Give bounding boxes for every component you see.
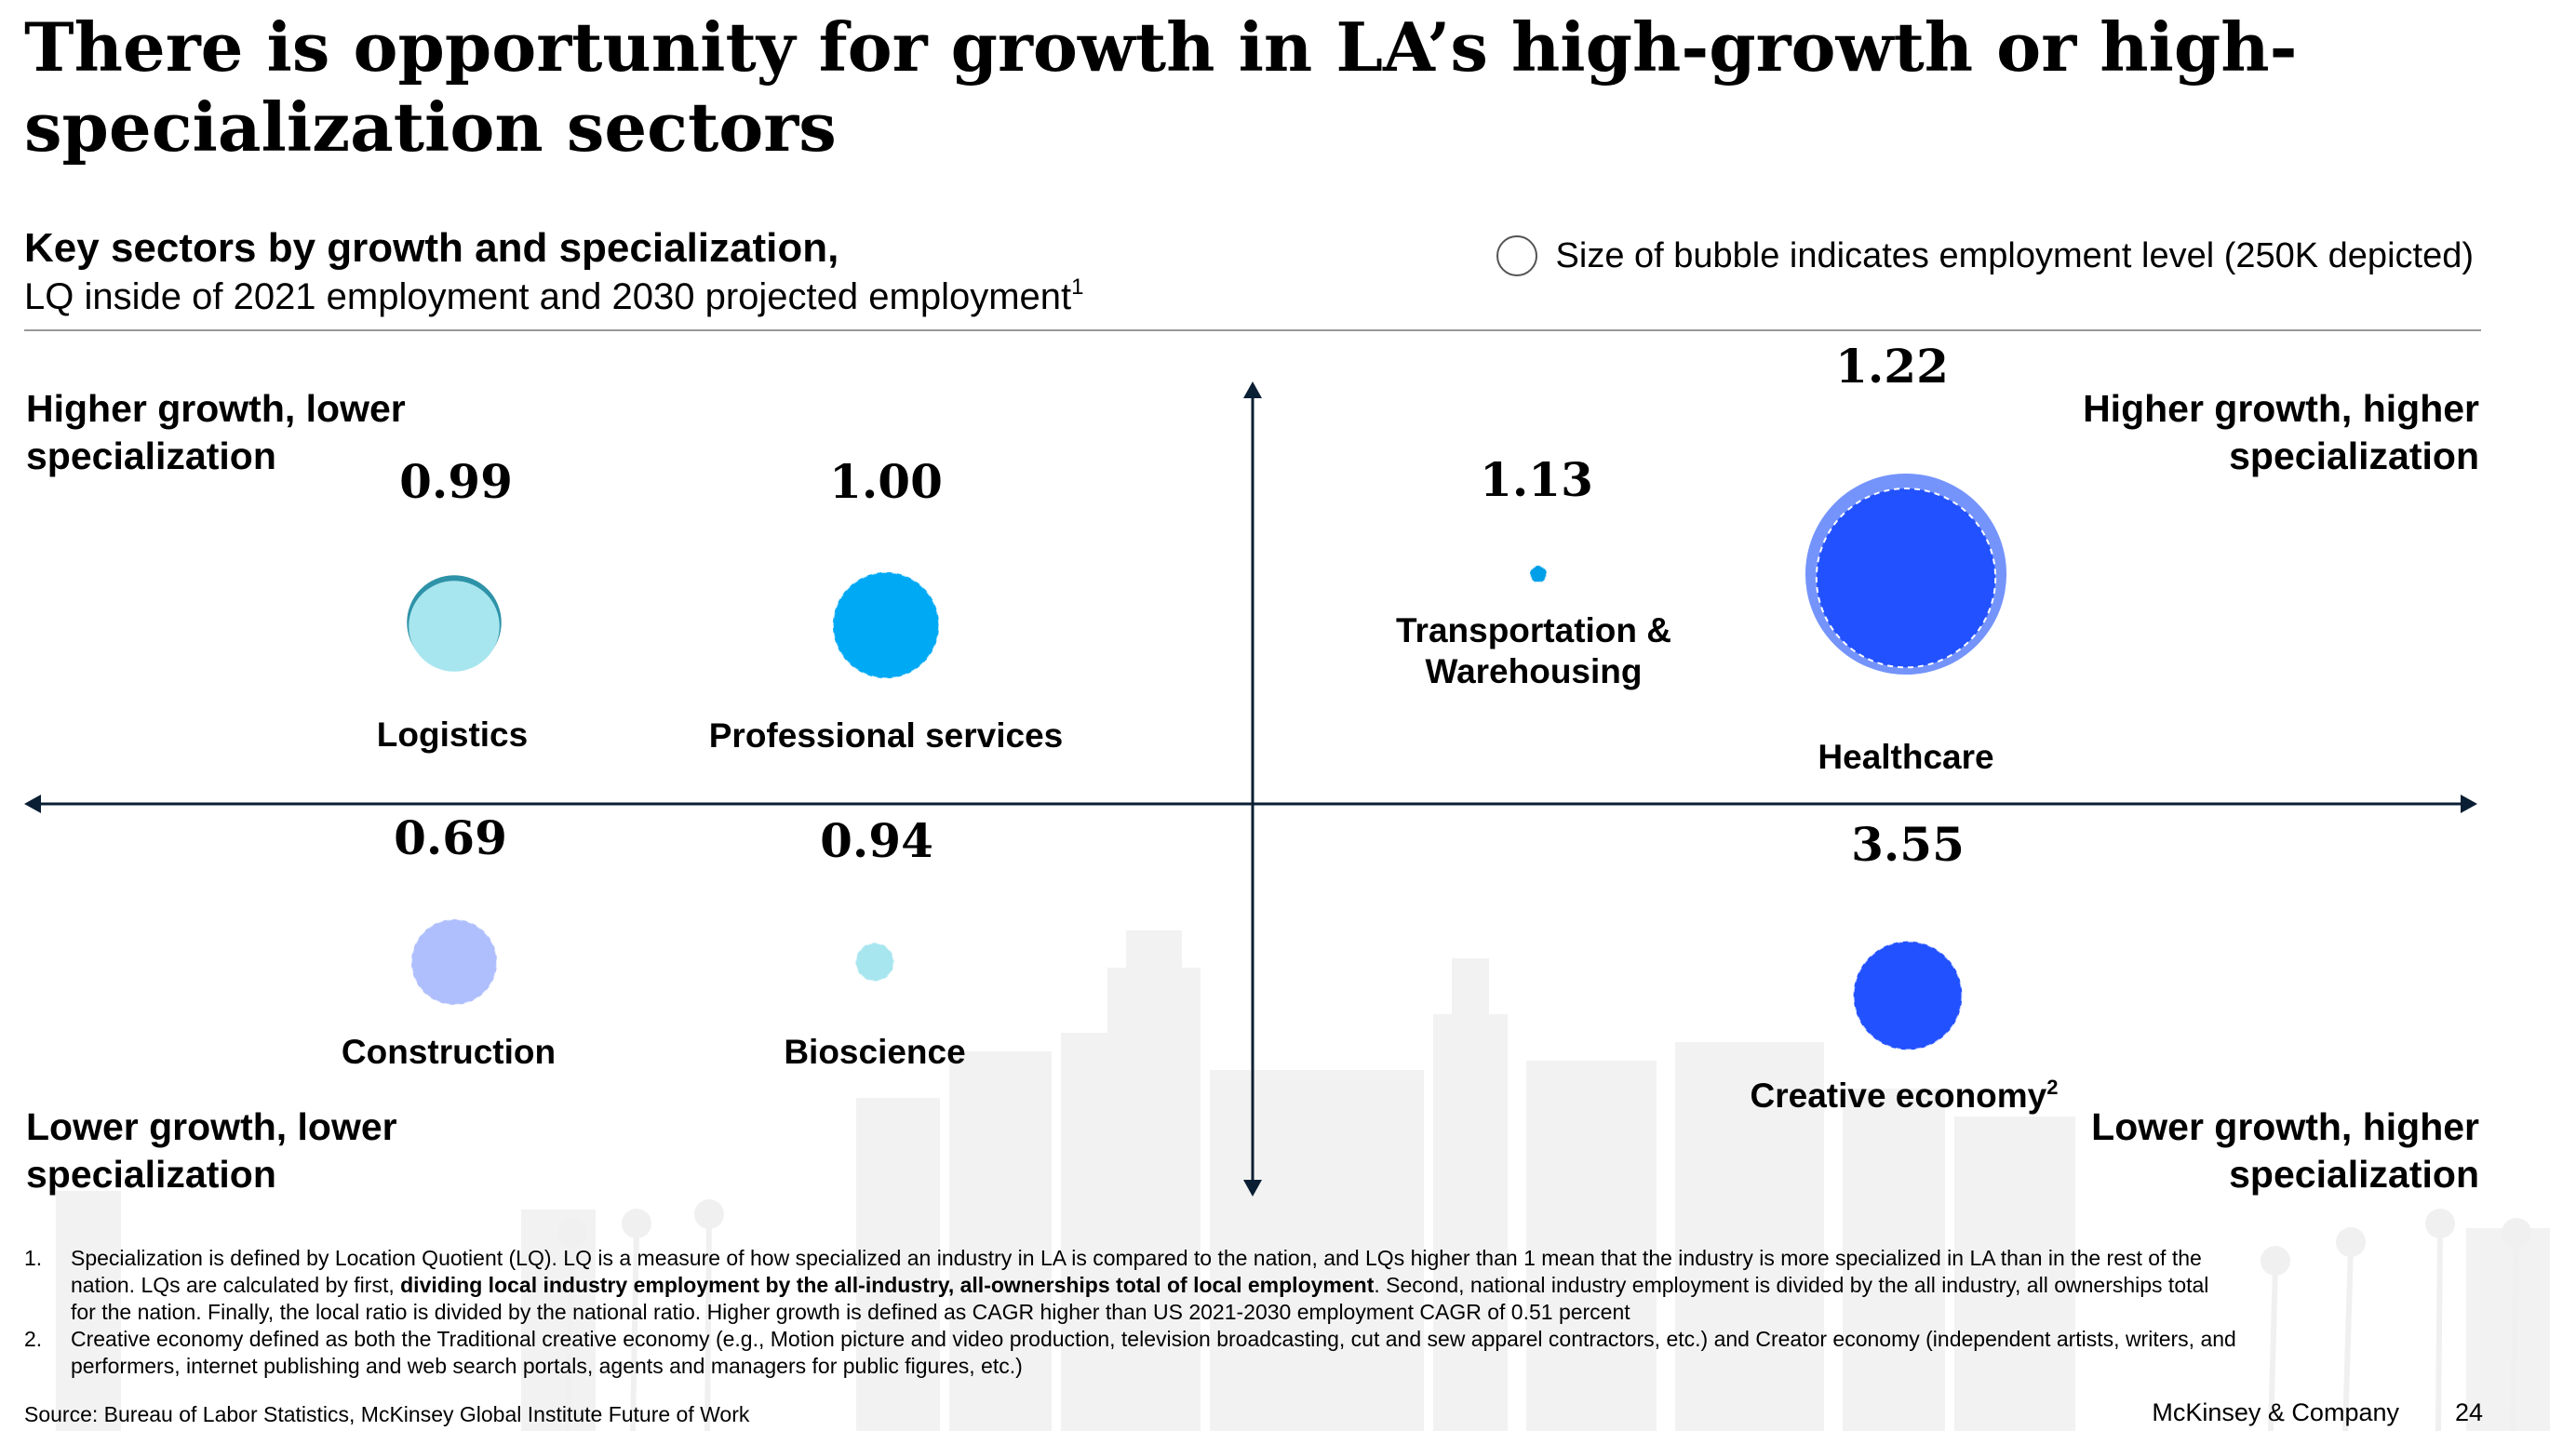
sector-name-label: Construction bbox=[342, 1033, 556, 1071]
x-axis-arrow-left bbox=[24, 795, 41, 813]
legend-circle-icon bbox=[1496, 235, 1537, 276]
quadrant-label-bottom-right-text: Lower growth, higher specialization bbox=[2091, 1105, 2479, 1196]
footnote-marker: 1 bbox=[1071, 274, 1084, 300]
lq-value-label: 1.13 bbox=[1480, 452, 1593, 507]
page-number: 24 bbox=[2454, 1398, 2483, 1426]
lq-value-label: 1.00 bbox=[829, 454, 943, 509]
lq-value-label: 0.94 bbox=[820, 813, 933, 868]
sector-name-label: Transportation & bbox=[1396, 611, 1671, 649]
quadrant-label-top-left-text: Higher growth, lower specialization bbox=[26, 387, 406, 477]
quadrant-label-bottom-left-text: Lower growth, lower specialization bbox=[26, 1105, 397, 1196]
footnote-1: 1. Specialization is defined by Location… bbox=[24, 1245, 2239, 1326]
header-divider bbox=[24, 329, 2481, 331]
bubble-size-legend: Size of bubble indicates employment leve… bbox=[1496, 233, 2474, 279]
sector-name-label: Creative economy2 bbox=[1751, 1076, 2059, 1115]
chart-subtitle-text: LQ inside of 2021 employment and 2030 pr… bbox=[24, 276, 1072, 317]
bubble-construction bbox=[409, 917, 499, 1007]
lq-value-label: 0.99 bbox=[399, 454, 513, 509]
bubble-transportation-warehousing bbox=[1529, 565, 1548, 583]
legend-note-text: Size of bubble indicates employment leve… bbox=[1555, 236, 2474, 275]
page-title: There is opportunity for growth in LA’s … bbox=[24, 7, 2298, 167]
bubble-2021-healthcare bbox=[1815, 488, 1997, 669]
quadrant-label-top-right: Higher growth, higher specialization bbox=[2051, 385, 2479, 480]
quadrant-label-top-left: Higher growth, lower specialization bbox=[26, 385, 454, 480]
footnote-1-pre: Specialization is defined by Location Qu… bbox=[71, 1246, 2202, 1297]
y-axis-arrow-up bbox=[1243, 381, 1262, 398]
footnote-1-post: . Second, national industry employment i… bbox=[71, 1273, 2209, 1324]
bubble-creative-economy bbox=[1852, 940, 1964, 1051]
x-axis-arrow-right bbox=[2461, 795, 2477, 813]
bubble-professional-services bbox=[831, 570, 941, 680]
lq-value-label: 3.55 bbox=[1851, 817, 1965, 872]
bubble-bioscience bbox=[854, 942, 895, 983]
footnote-text: Specialization is defined by Location Qu… bbox=[71, 1245, 2239, 1326]
quadrant-label-top-right-text: Higher growth, higher specialization bbox=[2083, 387, 2479, 477]
quadrant-label-bottom-left: Lower growth, lower specialization bbox=[26, 1103, 417, 1198]
brand-name: McKinsey & Company bbox=[2152, 1398, 2399, 1426]
footnote-1-bold: dividing local industry employment by th… bbox=[400, 1273, 1375, 1297]
source-note: Source: Bureau of Labor Statistics, McKi… bbox=[24, 1402, 750, 1426]
lq-value-label: 1.22 bbox=[1835, 339, 1949, 394]
y-axis-arrow-down bbox=[1243, 1180, 1262, 1197]
footnote-marker: 2 bbox=[2046, 1076, 2058, 1099]
sector-name-label: Healthcare bbox=[1818, 738, 1993, 776]
footnotes: 1. Specialization is defined by Location… bbox=[24, 1245, 2239, 1380]
bubble-2021-logistics bbox=[409, 581, 500, 672]
sector-name-label: Logistics bbox=[377, 716, 528, 754]
footnote-2-text: Creative economy defined as both the Tra… bbox=[71, 1327, 2236, 1378]
lq-value-label: 0.69 bbox=[394, 810, 507, 865]
quadrant-label-bottom-right: Lower growth, higher specialization bbox=[2079, 1103, 2479, 1198]
footnote-2: 2. Creative economy defined as both the … bbox=[24, 1326, 2239, 1380]
sector-name-label: Warehousing bbox=[1426, 652, 1643, 690]
sector-name-label: Bioscience bbox=[784, 1033, 965, 1071]
sector-name-label: Professional services bbox=[709, 716, 1064, 755]
chart-subtitle-detail: LQ inside of 2021 employment and 2030 pr… bbox=[24, 274, 1084, 320]
footnote-number: 2. bbox=[24, 1327, 43, 1351]
chart-subtitle: Key sectors by growth and specialization… bbox=[24, 225, 839, 271]
footnote-number: 1. bbox=[24, 1246, 43, 1270]
